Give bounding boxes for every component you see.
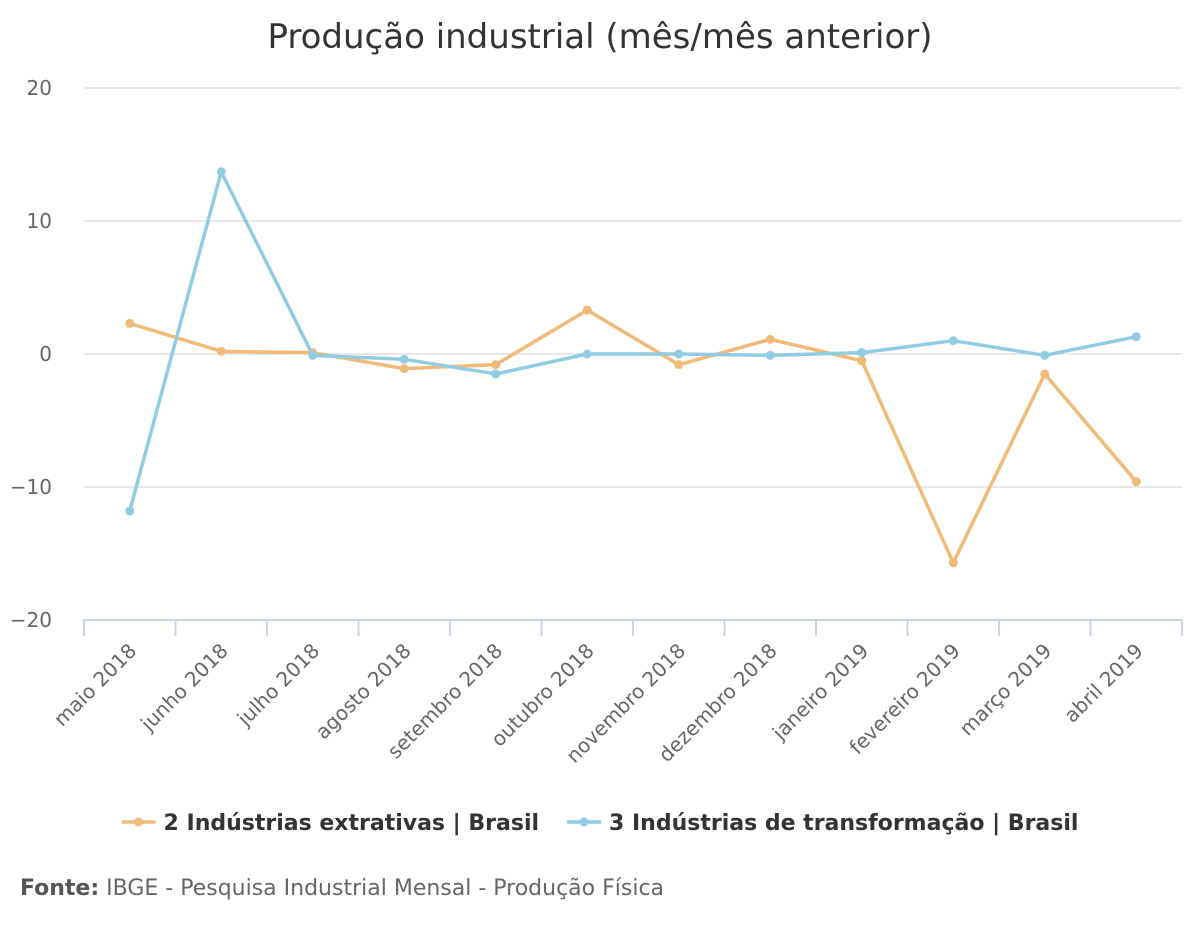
data-point[interactable] — [399, 354, 409, 364]
x-tick-label: julho 2018 — [232, 639, 325, 732]
chart-title: Produção industrial (mês/mês anterior) — [267, 17, 932, 57]
data-point[interactable] — [491, 360, 501, 370]
data-point[interactable] — [948, 336, 958, 346]
x-tick-label: março 2019 — [954, 639, 1056, 741]
legend-item-2[interactable]: 3 Indústrias de transformação | Brasil — [567, 811, 1078, 836]
y-tick-label: 10 — [27, 209, 52, 233]
series-line-2[interactable] — [128, 170, 1138, 513]
data-point[interactable] — [125, 506, 135, 516]
source-text: IBGE - Pesquisa Industrial Mensal - Prod… — [106, 876, 665, 901]
series-line-1[interactable] — [128, 308, 1138, 565]
data-point[interactable] — [216, 167, 226, 177]
y-axis-ticks: 20 10 0 −10 −20 — [10, 76, 52, 632]
legend-marker — [134, 817, 144, 827]
data-point[interactable] — [399, 364, 409, 374]
data-point[interactable] — [948, 558, 958, 568]
y-tick-label: −10 — [10, 475, 52, 499]
data-point[interactable] — [1131, 477, 1141, 487]
series-lines — [125, 167, 1141, 568]
data-point[interactable] — [674, 349, 684, 359]
data-point[interactable] — [308, 350, 318, 360]
data-point[interactable] — [1040, 350, 1050, 360]
legend-marker — [579, 817, 589, 827]
y-tick-label: 20 — [27, 76, 52, 100]
data-point[interactable] — [125, 318, 135, 328]
x-tick-label: abril 2019 — [1059, 639, 1148, 728]
data-point[interactable] — [1040, 369, 1050, 379]
source-note: Fonte: IBGE - Pesquisa Industrial Mensal… — [20, 876, 664, 901]
data-point[interactable] — [216, 346, 226, 356]
data-point[interactable] — [857, 356, 867, 366]
x-tick-label: junho 2018 — [135, 639, 233, 737]
data-point[interactable] — [1131, 332, 1141, 342]
legend-label: 2 Indústrias extrativas | Brasil — [164, 811, 539, 836]
y-tick-label: 0 — [39, 342, 52, 366]
data-point[interactable] — [765, 350, 775, 360]
source-label: Fonte: — [20, 876, 100, 901]
data-point[interactable] — [491, 369, 501, 379]
data-point[interactable] — [582, 305, 592, 315]
data-point[interactable] — [857, 348, 867, 358]
legend-item-1[interactable]: 2 Indústrias extrativas | Brasil — [121, 811, 539, 836]
data-point[interactable] — [674, 360, 684, 370]
y-tick-label: −20 — [10, 608, 52, 632]
x-tick-label: maio 2018 — [49, 639, 141, 731]
legend: 2 Indústrias extrativas | Brasil 3 Indúst… — [121, 811, 1078, 836]
legend-label: 3 Indústrias de transformação | Brasil — [609, 811, 1078, 836]
data-point[interactable] — [582, 349, 592, 359]
data-point[interactable] — [765, 334, 775, 344]
